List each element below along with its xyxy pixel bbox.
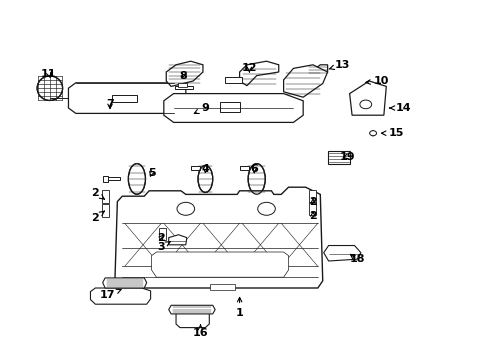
- Polygon shape: [323, 246, 360, 261]
- Polygon shape: [239, 166, 249, 170]
- Text: 2: 2: [91, 188, 104, 199]
- Polygon shape: [283, 65, 327, 97]
- Polygon shape: [112, 95, 137, 102]
- Ellipse shape: [128, 163, 145, 194]
- Text: 17: 17: [100, 289, 121, 300]
- Text: 9: 9: [194, 103, 209, 113]
- Text: 5: 5: [147, 168, 155, 178]
- Text: 2: 2: [157, 233, 165, 243]
- Bar: [159, 228, 166, 240]
- Polygon shape: [369, 130, 376, 136]
- Polygon shape: [175, 86, 193, 89]
- Bar: [309, 202, 316, 215]
- Bar: [102, 190, 109, 203]
- Polygon shape: [166, 61, 203, 86]
- Polygon shape: [224, 77, 242, 83]
- Polygon shape: [102, 278, 146, 288]
- Polygon shape: [105, 177, 120, 180]
- Text: 2: 2: [91, 211, 104, 223]
- Polygon shape: [178, 83, 186, 87]
- Text: 14: 14: [389, 103, 410, 113]
- Text: 1: 1: [235, 297, 243, 318]
- Text: 10: 10: [365, 76, 388, 86]
- Text: 12: 12: [241, 63, 257, 73]
- Ellipse shape: [198, 165, 212, 192]
- Polygon shape: [220, 102, 239, 112]
- Text: 4: 4: [201, 164, 209, 174]
- Text: 6: 6: [250, 164, 258, 174]
- Bar: [309, 190, 316, 203]
- Circle shape: [257, 202, 275, 215]
- Text: 7: 7: [106, 99, 114, 109]
- Text: 13: 13: [328, 60, 349, 70]
- Text: 16: 16: [192, 325, 208, 338]
- Ellipse shape: [247, 163, 264, 194]
- Circle shape: [369, 131, 376, 136]
- Text: 2: 2: [308, 211, 316, 221]
- Polygon shape: [239, 61, 278, 86]
- Ellipse shape: [37, 76, 62, 100]
- Text: 2: 2: [308, 197, 316, 207]
- Text: 11: 11: [41, 69, 57, 79]
- Polygon shape: [102, 176, 107, 182]
- Polygon shape: [90, 288, 150, 304]
- Polygon shape: [327, 151, 349, 164]
- Circle shape: [359, 100, 371, 109]
- Polygon shape: [349, 81, 386, 115]
- Polygon shape: [210, 284, 234, 290]
- Polygon shape: [115, 187, 322, 288]
- Polygon shape: [176, 313, 209, 328]
- Polygon shape: [307, 65, 327, 76]
- Text: 3: 3: [157, 242, 170, 252]
- Polygon shape: [151, 252, 288, 277]
- Polygon shape: [163, 94, 303, 122]
- Text: 19: 19: [339, 152, 354, 162]
- Text: 18: 18: [348, 254, 364, 264]
- Text: 15: 15: [381, 128, 403, 138]
- Polygon shape: [168, 305, 215, 314]
- Text: 8: 8: [179, 71, 187, 81]
- Polygon shape: [190, 166, 200, 170]
- Polygon shape: [168, 235, 186, 245]
- Polygon shape: [68, 83, 185, 113]
- Circle shape: [177, 202, 194, 215]
- Bar: [102, 204, 109, 217]
